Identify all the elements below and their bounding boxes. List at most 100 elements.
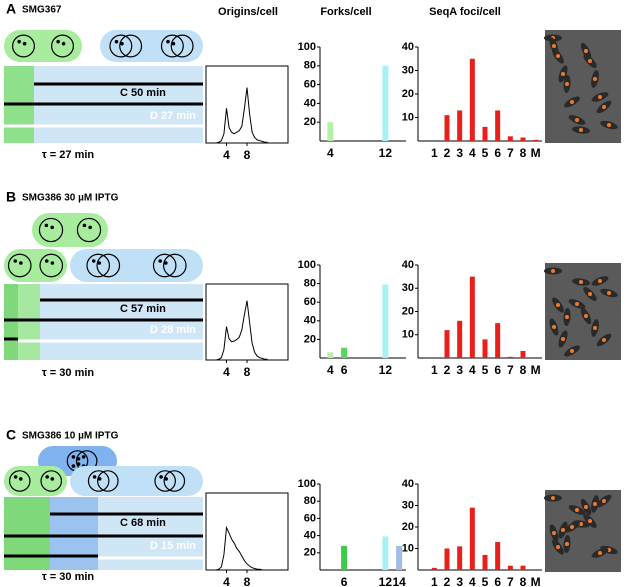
seqa-focus — [579, 522, 583, 526]
x-tick-label: 5 — [482, 146, 489, 160]
chromosome-dot — [22, 41, 27, 46]
cycle-phase — [4, 284, 18, 360]
chromosome-dot — [82, 223, 87, 228]
x-tick-label: 8 — [520, 575, 527, 587]
x-tick-label: 2 — [444, 363, 451, 377]
tau-label: τ = 30 min — [42, 367, 95, 379]
seqa-focus — [552, 44, 556, 48]
seqa-focus — [565, 315, 569, 319]
cell-icon — [12, 34, 35, 58]
bar — [469, 58, 475, 141]
seqa-focus — [588, 59, 592, 63]
cycle-phase — [4, 497, 50, 570]
seqa-focus — [552, 325, 556, 329]
chromosome-dot — [164, 261, 168, 265]
seqa-focus — [552, 531, 556, 535]
seqa-focus — [598, 95, 602, 99]
y-tick-label: 40 — [402, 259, 414, 271]
bar — [520, 351, 526, 358]
bar — [457, 110, 463, 141]
chromosome-dot — [13, 259, 18, 263]
bar — [444, 330, 450, 358]
d-period-label: D 28 min — [150, 324, 196, 336]
x-tick-label: 4 — [327, 363, 334, 377]
bar — [495, 110, 501, 141]
chromosome-dot — [18, 477, 23, 481]
cell-icon — [8, 470, 31, 492]
panel-label: A — [6, 1, 16, 17]
x-tick-label: M — [531, 575, 541, 587]
tau-label: τ = 30 min — [42, 571, 95, 583]
x-tick-label: 12 — [379, 146, 393, 160]
bar — [457, 320, 463, 358]
x-tick-label: 6 — [494, 146, 501, 160]
seqa-focus — [602, 105, 606, 109]
seqa-focus — [598, 551, 602, 555]
seqa-focus — [593, 77, 597, 81]
chromosome-dot — [92, 475, 97, 479]
panel-label: C — [6, 427, 16, 443]
y-tick-label: 80 — [304, 495, 316, 507]
bar — [444, 115, 450, 141]
y-tick-label: 20 — [304, 333, 316, 345]
seqa-focus — [556, 303, 560, 307]
bar — [396, 545, 403, 570]
x-tick-label: 12 — [379, 363, 393, 377]
bar — [469, 507, 475, 570]
seqa-focus — [570, 100, 574, 104]
chromosome-dot — [45, 475, 49, 479]
x-tick-label: M — [531, 363, 541, 377]
seqa-focus — [598, 279, 602, 283]
bar — [482, 339, 488, 358]
column-header: Origins/cell — [218, 6, 278, 18]
bar — [533, 139, 539, 141]
seqa-focus — [570, 349, 574, 353]
seqa-focus — [579, 280, 583, 284]
cell-icon — [51, 34, 74, 58]
cell-cycle-stage — [4, 30, 82, 62]
bar — [507, 136, 513, 141]
chromosome-dot — [97, 261, 102, 265]
x-tick-label: 4 — [327, 146, 334, 160]
chromosome-dot — [76, 462, 81, 466]
bar — [495, 542, 501, 570]
cell-cycle-stage — [100, 30, 203, 62]
chromosome-dot — [97, 477, 102, 481]
seqa-focus — [607, 123, 611, 127]
x-tick-label: 8 — [520, 363, 527, 377]
seqa-focus — [593, 502, 597, 506]
c-period-label: C 50 min — [120, 87, 166, 99]
cell-cycle-stage — [4, 249, 67, 282]
c-period-label: C 57 min — [120, 303, 166, 315]
chromosome-dot — [50, 225, 54, 230]
y-tick-label: 30 — [402, 282, 414, 294]
y-tick-label: 80 — [304, 278, 316, 290]
histogram-curve — [216, 525, 268, 571]
y-tick-label: 30 — [402, 499, 414, 511]
x-tick-label: 6 — [494, 575, 501, 587]
seqa-focus — [561, 72, 565, 76]
seqa-focus — [575, 118, 579, 122]
cell-icon — [119, 34, 143, 58]
bar — [382, 284, 389, 358]
cell-icon — [7, 253, 32, 278]
bar — [495, 323, 501, 358]
y-tick-label: 60 — [304, 296, 316, 308]
x-tick-label: 2 — [444, 575, 451, 587]
x-tick-label: 12 — [379, 575, 393, 587]
y-tick-label: 20 — [402, 521, 414, 533]
c-period-label: C 68 min — [120, 517, 166, 529]
seqa-focus — [561, 528, 565, 532]
seqa-focus — [579, 128, 583, 132]
x-tick-label: 5 — [482, 363, 489, 377]
bar — [520, 137, 526, 141]
cell-icon — [76, 217, 102, 243]
cell-cycle-stage — [70, 466, 203, 496]
seqa-focus — [607, 291, 611, 295]
chromosome-dot — [120, 41, 124, 46]
y-tick-label: 60 — [304, 79, 316, 91]
x-tick-label: 8 — [520, 146, 527, 160]
y-tick-label: 10 — [402, 111, 414, 123]
